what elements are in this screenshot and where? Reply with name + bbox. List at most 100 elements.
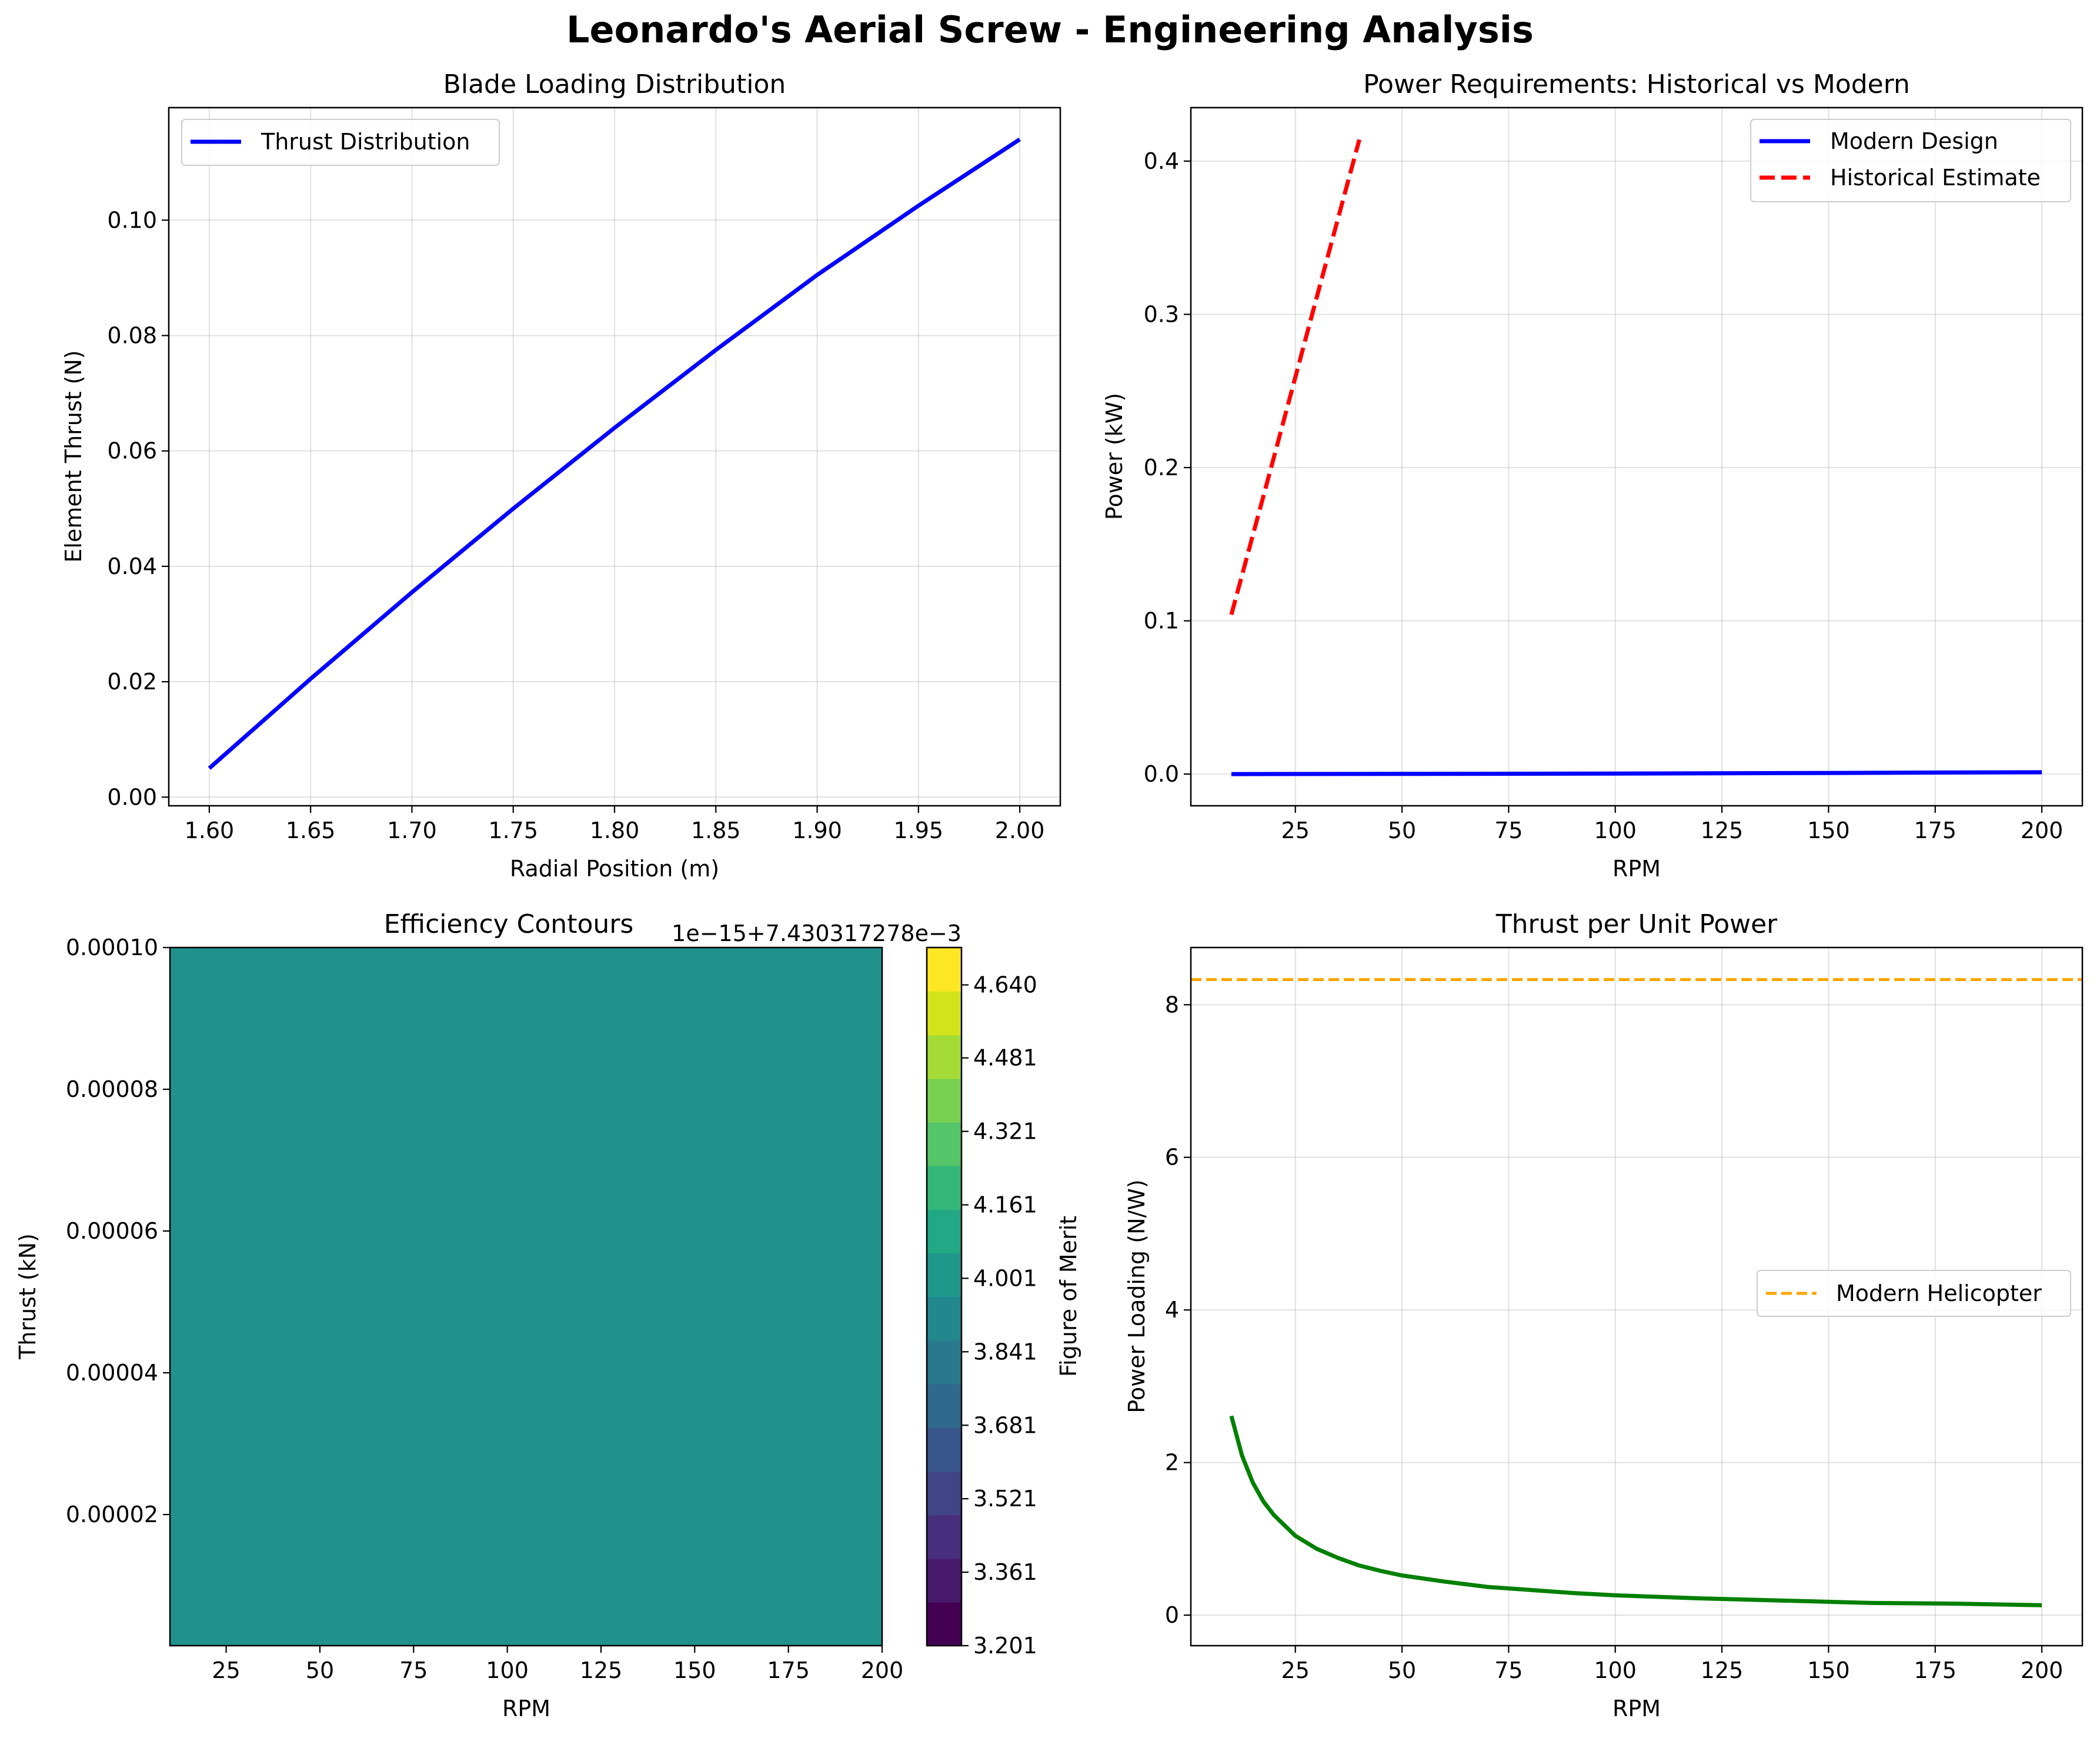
colorbar-tick-label: 3.841 <box>973 1339 1037 1365</box>
figure-title: Leonardo's Aerial Screw - Engineering An… <box>566 8 1534 51</box>
power-requirements-frame <box>1190 106 2084 807</box>
x-tick-label: 125 <box>1701 1657 1744 1683</box>
colorbar-level <box>927 948 961 992</box>
efficiency-contours-x-ticks: 25 50 75 100 125 150 175 200 <box>212 1646 903 1683</box>
legend-modern-helicopter: Modern Helicopter <box>1836 1280 2042 1306</box>
series-line-1 <box>1229 139 1361 616</box>
colorbar-level <box>927 1515 961 1559</box>
x-tick-label: 200 <box>2021 818 2064 843</box>
series-line-0 <box>1231 770 2042 776</box>
y-tick-label: 0.06 <box>107 438 157 464</box>
power-requirements-series <box>1229 139 2042 776</box>
x-tick-label: 175 <box>767 1657 810 1683</box>
blade-loading-panel: 1.60 1.65 1.70 1.75 1.80 1.85 1.90 1.95 2.00 0.0… <box>61 69 1061 882</box>
x-tick-label: 1.60 <box>185 818 235 843</box>
y-tick-label: 0.4 <box>1144 148 1179 174</box>
x-tick-label: 1.65 <box>286 818 336 843</box>
colorbar-level <box>927 1165 961 1210</box>
x-tick-label: 200 <box>2021 1657 2064 1683</box>
colorbar-tick-label: 4.161 <box>973 1192 1037 1218</box>
colorbar-label: Figure of Merit <box>1056 1216 1081 1377</box>
legend-modern-design: Modern Design <box>1830 128 1998 154</box>
x-tick-label: 2.00 <box>995 818 1045 843</box>
blade-loading-legend: Thrust Distribution <box>181 119 500 166</box>
colorbar-level <box>927 1296 961 1341</box>
efficiency-contours-x-label: RPM <box>502 1696 550 1722</box>
x-tick-label: 75 <box>399 1657 428 1683</box>
x-tick-label: 25 <box>212 1657 240 1683</box>
x-tick-label: 150 <box>673 1657 716 1683</box>
x-tick-label: 125 <box>580 1657 623 1683</box>
blade-loading-y-label: Element Thrust (N) <box>61 350 86 562</box>
colorbar-ticks: 3.201 3.361 3.521 3.681 3.841 4.001 4.161 4.321… <box>961 972 1037 1659</box>
power-requirements-y-ticks: 0.0 0.1 0.2 0.3 0.4 <box>1144 148 1191 787</box>
x-tick-label: 100 <box>1594 818 1637 843</box>
x-tick-label: 1.85 <box>691 818 741 843</box>
x-tick-label: 175 <box>1914 1657 1957 1683</box>
y-tick-label: 0.00002 <box>66 1502 158 1527</box>
y-tick-label: 0.3 <box>1144 301 1179 327</box>
power-requirements-y-label: Power (kW) <box>1101 393 1127 520</box>
colorbar-tick-label: 4.321 <box>973 1119 1037 1145</box>
blade-loading-y-ticks: 0.00 0.02 0.04 0.06 0.08 0.10 <box>107 207 169 810</box>
x-tick-label: 75 <box>1494 1657 1523 1683</box>
colorbar-tick-label: 4.001 <box>973 1265 1037 1291</box>
x-tick-label: 150 <box>1807 1657 1850 1683</box>
colorbar-level <box>927 1427 961 1472</box>
y-tick-label: 0.00006 <box>66 1218 158 1244</box>
colorbar-tick-label: 3.361 <box>973 1559 1037 1585</box>
y-tick-label: 0.00004 <box>66 1360 158 1386</box>
y-tick-label: 0.0 <box>1144 761 1179 787</box>
colorbar-level <box>927 1209 961 1254</box>
x-tick-label: 1.70 <box>387 818 437 843</box>
colorbar-level <box>927 1558 961 1603</box>
power-requirements-panel: 25 50 75 100 125 150 175 200 0.0 0.1 0.2 0.3 0.4 Po… <box>1101 69 2084 882</box>
y-tick-label: 8 <box>1165 992 1179 1018</box>
y-tick-label: 0.1 <box>1144 608 1179 634</box>
series-line-0 <box>1229 1415 2042 1607</box>
thrust-per-power-panel: 25 50 75 100 125 150 175 200 0 2 4 6 8 Thrust per U… <box>1124 909 2084 1722</box>
blade-loading-title: Blade Loading Distribution <box>443 69 786 99</box>
x-tick-label: 1.75 <box>488 818 538 843</box>
x-tick-label: 1.80 <box>590 818 640 843</box>
colorbar-level <box>927 1602 961 1646</box>
thrust-per-power-frame <box>1190 946 2084 1647</box>
colorbar-level <box>927 991 961 1036</box>
y-tick-label: 0.00010 <box>66 935 158 960</box>
y-tick-label: 0.04 <box>107 553 157 579</box>
x-tick-label: 50 <box>306 1657 334 1683</box>
thrust-per-power-legend: Modern Helicopter <box>1757 1270 2071 1317</box>
y-tick-label: 6 <box>1165 1145 1179 1170</box>
y-tick-label: 0.00 <box>107 784 157 810</box>
colorbar-level <box>927 1253 961 1297</box>
blade-loading-series <box>208 138 1021 770</box>
blade-loading-x-label: Radial Position (m) <box>510 856 719 882</box>
blade-loading-grid <box>169 108 1060 806</box>
colorbar-tick-label: 3.201 <box>973 1633 1037 1659</box>
colorbar-offset-text: 1e−15+7.430317278e−3 <box>672 920 961 946</box>
figure-of-merit-colorbar <box>927 948 961 1646</box>
x-tick-label: 1.90 <box>792 818 842 843</box>
y-tick-label: 0.08 <box>107 322 157 348</box>
legend-historical-estimate: Historical Estimate <box>1830 165 2041 191</box>
x-tick-label: 100 <box>486 1657 529 1683</box>
thrust-per-power-y-label: Power Loading (N/W) <box>1124 1179 1150 1413</box>
x-tick-label: 200 <box>861 1657 904 1683</box>
x-tick-label: 75 <box>1494 818 1523 843</box>
x-tick-label: 25 <box>1281 818 1310 843</box>
x-tick-label: 100 <box>1594 1657 1637 1683</box>
x-tick-label: 175 <box>1914 818 1957 843</box>
y-tick-label: 4 <box>1165 1297 1179 1323</box>
colorbar-frame <box>926 946 963 1647</box>
y-tick-label: 0.02 <box>107 669 157 695</box>
colorbar-tick-label: 3.681 <box>973 1412 1037 1438</box>
colorbar-tick-label: 4.481 <box>973 1045 1037 1071</box>
x-tick-label: 150 <box>1807 818 1850 843</box>
thrust-per-power-series <box>1191 978 2082 1607</box>
colorbar-level <box>927 1122 961 1166</box>
efficiency-contour-fill <box>170 948 882 1646</box>
colorbar-tick-label: 3.521 <box>973 1486 1037 1512</box>
colorbar-level <box>927 1078 961 1123</box>
legend-thrust-distribution: Thrust Distribution <box>261 129 470 155</box>
